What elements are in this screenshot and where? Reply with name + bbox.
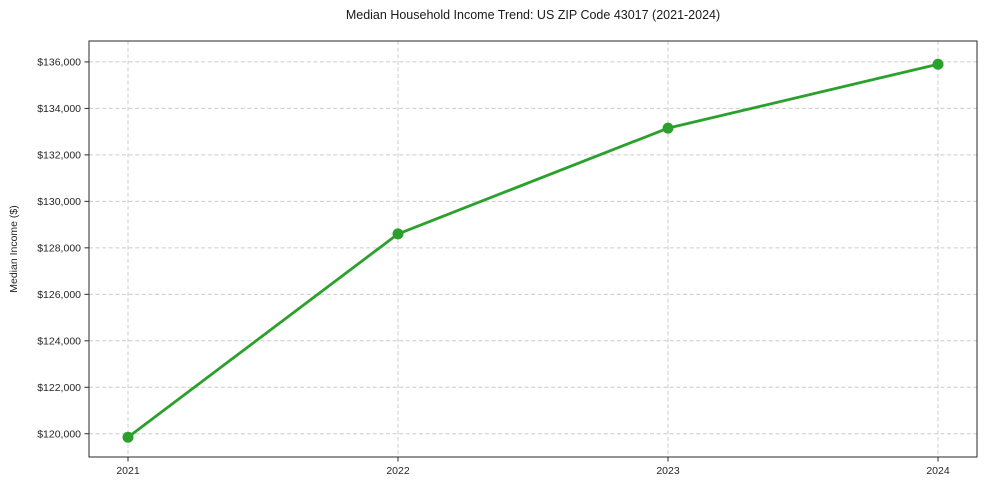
y-tick-label: $122,000 bbox=[37, 382, 81, 394]
x-tick-label: 2023 bbox=[656, 465, 680, 477]
y-tick-label: $124,000 bbox=[37, 335, 81, 347]
x-tick-label: 2024 bbox=[926, 465, 950, 477]
y-tick-label: $134,000 bbox=[37, 103, 81, 115]
x-tick-label: 2021 bbox=[116, 465, 140, 477]
y-tick-label: $136,000 bbox=[37, 57, 81, 69]
trend-line bbox=[126, 62, 940, 439]
data-point bbox=[662, 122, 674, 134]
y-tick-label: $120,000 bbox=[37, 428, 81, 440]
y-tick-label: $128,000 bbox=[37, 243, 81, 255]
y-tick-label: $132,000 bbox=[37, 150, 81, 162]
y-tick-label: $126,000 bbox=[37, 289, 81, 301]
data-point bbox=[122, 431, 134, 443]
chart-title: Median Household Income Trend: US ZIP Co… bbox=[345, 8, 721, 22]
data-point bbox=[392, 228, 404, 240]
y-tick-label: $130,000 bbox=[37, 196, 81, 208]
x-tick-label: 2022 bbox=[386, 465, 410, 477]
plot-border bbox=[88, 40, 978, 458]
data-point bbox=[932, 58, 944, 70]
